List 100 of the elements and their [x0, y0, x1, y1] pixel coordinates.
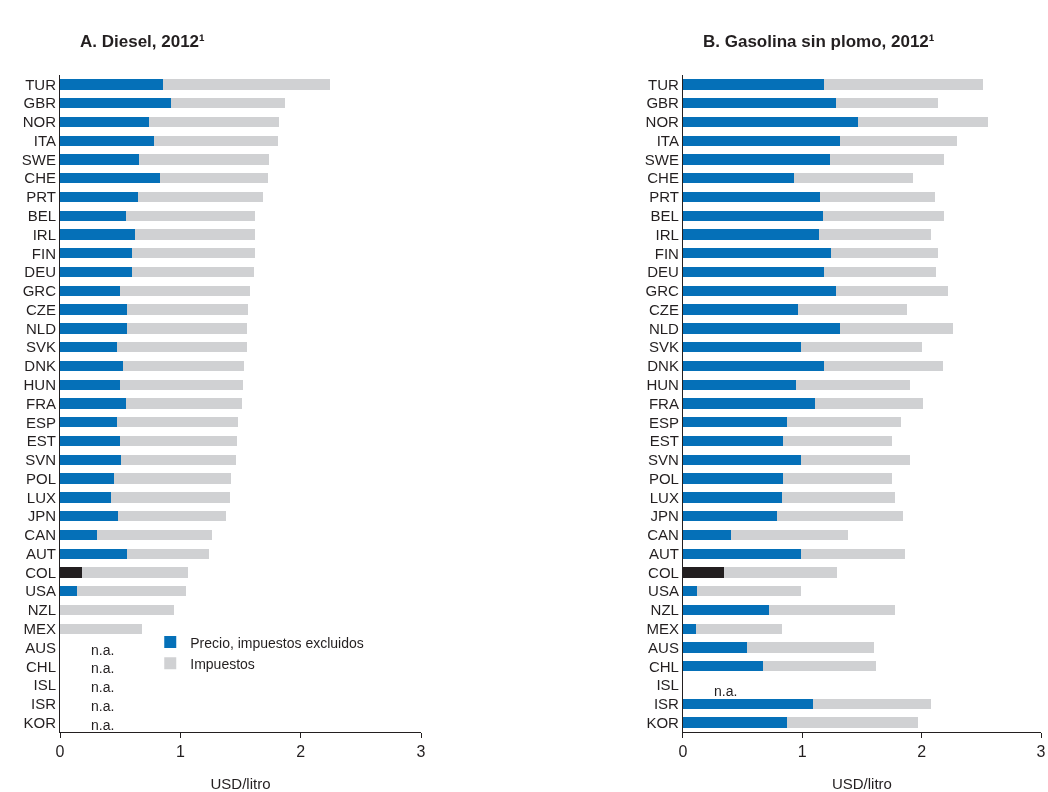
- bar: [120, 379, 243, 390]
- bar: [127, 304, 248, 315]
- bar: [801, 454, 910, 465]
- bar: [60, 360, 123, 372]
- annotation: n.a.: [91, 642, 115, 658]
- y-tick-label: POL: [25, 469, 56, 487]
- bar: [163, 79, 330, 90]
- bar: [60, 417, 117, 428]
- y-tick-label: IRL: [655, 225, 679, 243]
- y-tick-label: NOR: [22, 113, 57, 131]
- y-tick-label: EST: [649, 432, 679, 450]
- bar: [840, 323, 953, 334]
- bar: [60, 98, 171, 109]
- bar: [801, 342, 922, 353]
- y-tick-label: USA: [648, 582, 679, 600]
- bar: [830, 248, 939, 259]
- y-tick-label: FRA: [648, 394, 679, 412]
- bar: [60, 623, 142, 634]
- annotation: n.a.: [714, 683, 738, 699]
- bar: [139, 154, 270, 165]
- bar: [682, 417, 787, 428]
- bar: [682, 116, 859, 128]
- y-tick-label: CHE: [647, 169, 679, 187]
- bar: [682, 586, 698, 597]
- y-tick-label: CHL: [648, 657, 679, 675]
- y-tick-label: CZE: [26, 300, 56, 318]
- bar: [122, 360, 245, 372]
- x-tick-label: 3: [416, 743, 426, 761]
- bar: [723, 567, 837, 578]
- bar: [682, 98, 836, 109]
- bar: [682, 473, 784, 484]
- y-tick-label: KOR: [646, 713, 680, 731]
- bar: [60, 398, 127, 409]
- x-tick-label: 1: [175, 743, 185, 761]
- bar: [127, 323, 247, 334]
- bar: [682, 492, 782, 503]
- bar: [822, 210, 945, 221]
- bar: [682, 717, 787, 728]
- bar: [114, 473, 231, 484]
- y-tick-label: EST: [26, 432, 56, 450]
- y-tick-label: AUT: [648, 544, 679, 562]
- bar: [823, 79, 983, 90]
- y-tick-label: GRC: [645, 282, 680, 300]
- bar: [81, 567, 188, 578]
- bar: [60, 285, 121, 297]
- y-tick-label: TUR: [648, 75, 680, 93]
- bar: [76, 586, 187, 597]
- y-tick-label: ISL: [33, 676, 56, 694]
- y-tick-label: NZL: [27, 601, 56, 619]
- bar: [682, 529, 731, 541]
- y-tick-label: ESP: [648, 413, 679, 431]
- x-axis-title: USD/litro: [210, 775, 271, 792]
- bar: [697, 586, 802, 597]
- bar: [682, 79, 824, 90]
- bar: [117, 510, 227, 522]
- bar: [60, 548, 128, 559]
- y-tick-label: JPN: [650, 507, 679, 525]
- bar: [682, 210, 823, 221]
- x-tick-label: 1: [797, 743, 807, 761]
- y-tick-label: BEL: [650, 207, 679, 225]
- bar: [138, 191, 264, 203]
- y-tick-label: ITA: [33, 131, 56, 149]
- y-tick-label: MEX: [23, 620, 56, 638]
- bar: [682, 454, 802, 465]
- bar: [682, 191, 821, 203]
- bar: [60, 473, 115, 484]
- x-tick-label: 0: [55, 743, 65, 761]
- bar: [60, 435, 121, 447]
- legend-label: Impuestos: [190, 655, 255, 672]
- y-tick-label: GBR: [23, 94, 57, 112]
- bar: [682, 379, 797, 390]
- bar: [820, 191, 935, 203]
- bar: [60, 210, 127, 221]
- bar: [60, 79, 164, 90]
- y-tick-label: LUX: [26, 488, 56, 506]
- bar: [858, 116, 989, 128]
- bar: [97, 529, 212, 541]
- y-tick-label: DNK: [24, 357, 56, 375]
- bar: [777, 510, 903, 522]
- bar: [153, 135, 278, 146]
- y-tick-label: ITA: [656, 131, 679, 149]
- bar: [682, 323, 841, 334]
- annotation: n.a.: [91, 717, 115, 733]
- bar: [60, 342, 117, 353]
- y-tick-label: CAN: [647, 526, 679, 544]
- bar: [132, 248, 255, 259]
- bar: [110, 492, 230, 503]
- y-tick-label: FRA: [26, 394, 56, 412]
- y-tick-label: TUR: [25, 75, 57, 93]
- y-tick-label: KOR: [23, 713, 57, 731]
- bar: [170, 98, 286, 109]
- bar: [682, 698, 814, 710]
- bar: [127, 548, 210, 559]
- y-tick-label: COL: [25, 563, 56, 581]
- bar: [682, 304, 798, 315]
- bar: [682, 266, 824, 278]
- bar: [134, 229, 255, 240]
- y-tick-label: HUN: [23, 375, 56, 393]
- bar: [159, 173, 269, 184]
- bar: [121, 454, 236, 465]
